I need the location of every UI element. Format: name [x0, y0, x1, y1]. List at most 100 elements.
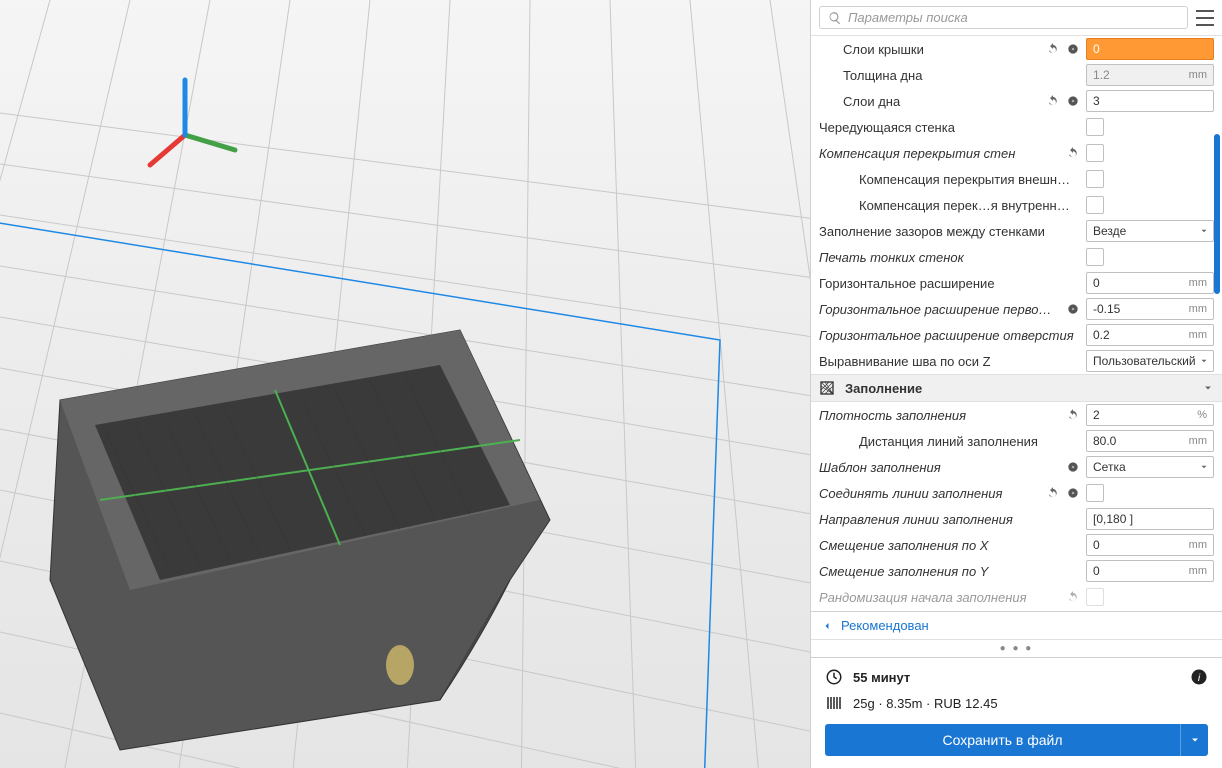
- setting-label: Компенсация перекрытия стен: [819, 146, 1060, 161]
- setting-row: Рандомизация начала заполнения: [811, 584, 1222, 610]
- number-input[interactable]: 0mm: [1086, 560, 1214, 582]
- number-input[interactable]: 3: [1086, 90, 1214, 112]
- search-icon: [828, 11, 842, 25]
- setting-row: Горизонтальное расширение 0mm: [811, 270, 1222, 296]
- reset-icon[interactable]: [1046, 94, 1060, 108]
- reset-icon[interactable]: [1066, 408, 1080, 422]
- recommend-label: Рекомендован: [841, 618, 929, 633]
- search-row: Параметры поиска: [811, 0, 1222, 36]
- setting-label: Горизонтальное расширение отверстия: [819, 328, 1080, 343]
- scrollbar-thumb[interactable]: [1214, 134, 1220, 294]
- setting-row: Горизонтальное расширение отверстия 0.2mm: [811, 322, 1222, 348]
- setting-row: Слои крышки 0: [811, 36, 1222, 62]
- checkbox-input[interactable]: [1086, 118, 1104, 136]
- number-input: 1.2mm: [1086, 64, 1214, 86]
- checkbox-input[interactable]: [1086, 196, 1104, 214]
- setting-label: Выравнивание шва по оси Z: [819, 354, 1080, 369]
- checkbox-input[interactable]: [1086, 170, 1104, 188]
- section-title: Заполнение: [845, 381, 922, 396]
- setting-label: Дистанция линий заполнения: [819, 434, 1080, 449]
- setting-label: Направления линии заполнения: [819, 512, 1080, 527]
- setting-label: Плотность заполнения: [819, 408, 1060, 423]
- reset-icon[interactable]: [1046, 42, 1060, 56]
- number-input[interactable]: -0.15mm: [1086, 298, 1214, 320]
- link-icon[interactable]: [1066, 94, 1080, 108]
- save-button-group: Сохранить в файл: [825, 724, 1208, 756]
- setting-row: Печать тонких стенок: [811, 244, 1222, 270]
- setting-label: Горизонтальное расширение первого слоя: [819, 302, 1060, 317]
- setting-label: Горизонтальное расширение: [819, 276, 1080, 291]
- setting-row: Заполнение зазоров между стенками Везде: [811, 218, 1222, 244]
- infill-icon: [819, 380, 835, 396]
- checkbox-input[interactable]: [1086, 588, 1104, 606]
- clock-icon: [825, 668, 843, 686]
- search-placeholder: Параметры поиска: [848, 10, 968, 25]
- setting-row: Направления линии заполнения [0,180 ]: [811, 506, 1222, 532]
- info-icon[interactable]: i: [1190, 668, 1208, 686]
- setting-label: Чередующаяся стенка: [819, 120, 1080, 135]
- setting-row: Компенсация перекрытия внешних стен: [811, 166, 1222, 192]
- resize-handle[interactable]: ● ● ●: [811, 639, 1222, 657]
- setting-label: Компенсация перек…я внутренних стен: [819, 198, 1080, 213]
- setting-label: Заполнение зазоров между стенками: [819, 224, 1080, 239]
- viewport-3d[interactable]: [0, 0, 810, 768]
- chevron-down-icon: [1189, 734, 1201, 746]
- setting-row: Толщина дна 1.2mm: [811, 62, 1222, 88]
- number-input[interactable]: 0: [1086, 38, 1214, 60]
- setting-label: Слои крышки: [819, 42, 1040, 57]
- save-button[interactable]: Сохранить в файл: [825, 724, 1180, 756]
- material-text: 25g · 8.35m · RUB 12.45: [853, 696, 998, 711]
- build-plate-grid: [0, 0, 810, 768]
- setting-label: Слои дна: [819, 94, 1040, 109]
- setting-row: Слои дна 3: [811, 88, 1222, 114]
- select-input[interactable]: Сетка: [1086, 456, 1214, 478]
- setting-row: Компенсация перек…я внутренних стен: [811, 192, 1222, 218]
- setting-row: Шаблон заполнения Сетка: [811, 454, 1222, 480]
- checkbox-input[interactable]: [1086, 248, 1104, 266]
- filament-icon: [825, 694, 843, 712]
- setting-label: Смещение заполнения по X: [819, 538, 1080, 553]
- hamburger-menu-icon[interactable]: [1196, 10, 1214, 26]
- select-input[interactable]: Пользовательский: [1086, 350, 1214, 372]
- app-root: Параметры поиска Слои крышки0Толщина дна…: [0, 0, 1222, 768]
- setting-label: Толщина дна: [819, 68, 1080, 83]
- checkbox-input[interactable]: [1086, 484, 1104, 502]
- setting-row: Смещение заполнения по X 0mm: [811, 532, 1222, 558]
- select-input[interactable]: Везде: [1086, 220, 1214, 242]
- link-icon[interactable]: [1066, 302, 1080, 316]
- setting-row: Чередующаяся стенка: [811, 114, 1222, 140]
- link-icon[interactable]: [1066, 42, 1080, 56]
- setting-label: Печать тонких стенок: [819, 250, 1080, 265]
- chevron-down-icon[interactable]: [1202, 382, 1214, 394]
- setting-label: Соединять линии заполнения: [819, 486, 1040, 501]
- recommend-toggle[interactable]: Рекомендован: [811, 611, 1222, 639]
- setting-row: Компенсация перекрытия стен: [811, 140, 1222, 166]
- setting-row: Горизонтальное расширение первого слоя -0…: [811, 296, 1222, 322]
- reset-icon[interactable]: [1066, 590, 1080, 604]
- setting-row: Плотность заполнения 2%: [811, 402, 1222, 428]
- search-input[interactable]: Параметры поиска: [819, 6, 1188, 29]
- section-header[interactable]: Заполнение: [811, 374, 1222, 402]
- number-input[interactable]: 2%: [1086, 404, 1214, 426]
- number-input[interactable]: 0mm: [1086, 534, 1214, 556]
- settings-list[interactable]: Слои крышки 0 Толщина дна 1.2mm Слои дна 3 Чер…: [811, 36, 1222, 611]
- setting-row: Выравнивание шва по оси Z Пользовательски…: [811, 348, 1222, 374]
- settings-panel: Параметры поиска Слои крышки0Толщина дна…: [810, 0, 1222, 768]
- reset-icon[interactable]: [1066, 146, 1080, 160]
- print-info-card: i 55 минут 25g · 8.35m · RUB 12.45 Сохра…: [811, 657, 1222, 768]
- setting-row: Дистанция линий заполнения 80.0mm: [811, 428, 1222, 454]
- setting-label: Шаблон заполнения: [819, 460, 1060, 475]
- chevron-left-icon: [821, 620, 833, 632]
- link-icon[interactable]: [1066, 460, 1080, 474]
- number-input[interactable]: [0,180 ]: [1086, 508, 1214, 530]
- save-dropdown-button[interactable]: [1180, 724, 1208, 756]
- material-row: 25g · 8.35m · RUB 12.45: [825, 694, 1208, 712]
- number-input[interactable]: 80.0mm: [1086, 430, 1214, 452]
- number-input[interactable]: 0mm: [1086, 272, 1214, 294]
- number-input[interactable]: 0.2mm: [1086, 324, 1214, 346]
- link-icon[interactable]: [1066, 486, 1080, 500]
- setting-row: Соединять линии заполнения: [811, 480, 1222, 506]
- print-time-row: 55 минут: [825, 668, 1208, 686]
- checkbox-input[interactable]: [1086, 144, 1104, 162]
- reset-icon[interactable]: [1046, 486, 1060, 500]
